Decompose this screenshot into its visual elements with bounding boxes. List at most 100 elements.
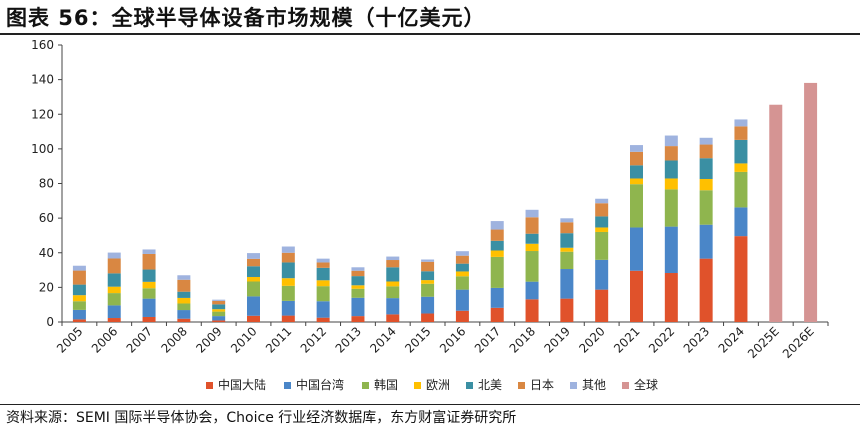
bar-segment	[455, 310, 469, 322]
bar-segment	[386, 298, 400, 315]
bar-segment	[630, 178, 643, 185]
bar-segment	[386, 267, 400, 282]
y-tick-label: 0	[46, 315, 54, 329]
bar-segment	[212, 311, 226, 317]
bar-segment	[177, 297, 191, 304]
bar-segment	[490, 287, 504, 308]
bar-segment	[177, 291, 191, 298]
bar-segment	[72, 295, 86, 302]
bar-segment	[316, 317, 330, 322]
bar-segment	[72, 270, 86, 285]
bar-segment	[734, 119, 748, 127]
x-tick-labels: 2005 2006 2007 2008 2009 2010 2011 2012 2013 2014…	[54, 324, 817, 361]
bar-segment	[247, 258, 260, 267]
bar-segment	[734, 236, 748, 322]
bar-segment	[421, 271, 435, 281]
x-tick-label: 2015	[402, 324, 433, 355]
bar-segment	[281, 285, 295, 301]
bar-segment	[351, 316, 365, 322]
legend-swatch	[570, 382, 577, 389]
y-tick-label: 120	[31, 107, 54, 121]
bar-segment	[212, 309, 226, 312]
bar-segment	[316, 258, 330, 263]
bar-segment	[525, 217, 539, 234]
bar-segment	[699, 179, 713, 191]
bar-segment	[560, 218, 574, 223]
bar-segment	[281, 246, 295, 253]
bar-segment	[72, 319, 86, 322]
bar-segment	[560, 247, 574, 252]
bar-segment	[281, 262, 295, 279]
bar-segment	[107, 273, 121, 287]
x-tick-label: 2010	[228, 324, 259, 355]
x-tick-label: 2016	[437, 324, 468, 355]
legend-label: 中国大陆	[218, 377, 266, 392]
bar-segment	[351, 285, 365, 289]
legend-swatch	[284, 382, 291, 389]
bar-segment	[734, 139, 748, 164]
legend-label: 欧洲	[426, 378, 450, 392]
legend-swatch	[518, 382, 525, 389]
x-tick-label: 2013	[333, 324, 364, 355]
bar-segment	[490, 250, 504, 257]
bar-segment	[664, 135, 678, 147]
bar-segment	[595, 259, 609, 290]
legend-swatch	[414, 382, 421, 389]
bar-segment	[525, 209, 539, 218]
bar-segment	[212, 304, 226, 310]
bar-segment	[734, 207, 748, 237]
bar-segment	[142, 281, 156, 289]
bar-segment	[107, 252, 121, 259]
bar-segment	[734, 171, 748, 208]
bar-segment	[630, 145, 643, 152]
bar-segment	[664, 226, 678, 274]
bar-segment	[664, 160, 678, 179]
bar-segment	[72, 284, 86, 296]
x-tick-label: 2026E	[780, 324, 817, 361]
legend-label: 中国台湾	[296, 377, 344, 392]
bar-segment	[525, 299, 539, 322]
y-tick-label: 160	[31, 38, 54, 52]
bar-segment	[281, 278, 295, 286]
bar-segment	[421, 259, 435, 262]
legend-swatch	[206, 382, 213, 389]
bar-segment	[316, 280, 330, 287]
bar-segment	[560, 233, 574, 248]
bar-segment	[630, 227, 643, 271]
bar-segment	[421, 261, 435, 272]
x-tick-label: 2022	[646, 324, 677, 355]
bar-segment	[630, 184, 643, 228]
bar-segment	[72, 309, 86, 320]
legend-label: 其他	[582, 378, 606, 392]
legend-swatch	[622, 382, 629, 389]
bar-segment	[490, 240, 504, 251]
x-tick-label: 2008	[158, 324, 189, 355]
bar-segment	[107, 305, 121, 319]
bar-segment	[351, 276, 365, 286]
bar-segment	[316, 301, 330, 318]
bar-segment	[595, 198, 609, 204]
bar-segment	[351, 270, 365, 277]
x-tick-label: 2025E	[745, 324, 782, 361]
x-tick-label: 2014	[367, 324, 398, 355]
bar-segment	[664, 146, 678, 161]
x-tick-label: 2006	[89, 324, 120, 355]
bar-segment	[177, 303, 191, 311]
bar-segment	[699, 258, 713, 322]
x-tick-label: 2011	[263, 324, 294, 355]
bar-segment	[455, 251, 469, 256]
bar-segment	[699, 190, 713, 225]
bar-segment	[142, 249, 156, 254]
bar-segment	[595, 203, 609, 217]
bar-segment	[734, 163, 748, 172]
bar-segment	[595, 231, 609, 260]
bar-segment	[247, 315, 260, 322]
x-tick-label: 2007	[124, 324, 155, 355]
bar-segment	[386, 281, 400, 287]
x-tick-label: 2024	[716, 324, 747, 355]
bar-segment	[177, 279, 191, 292]
bar-segment	[142, 269, 156, 282]
bar-segment	[490, 256, 504, 288]
bar-segment	[421, 280, 435, 284]
bar-segment	[560, 222, 574, 234]
